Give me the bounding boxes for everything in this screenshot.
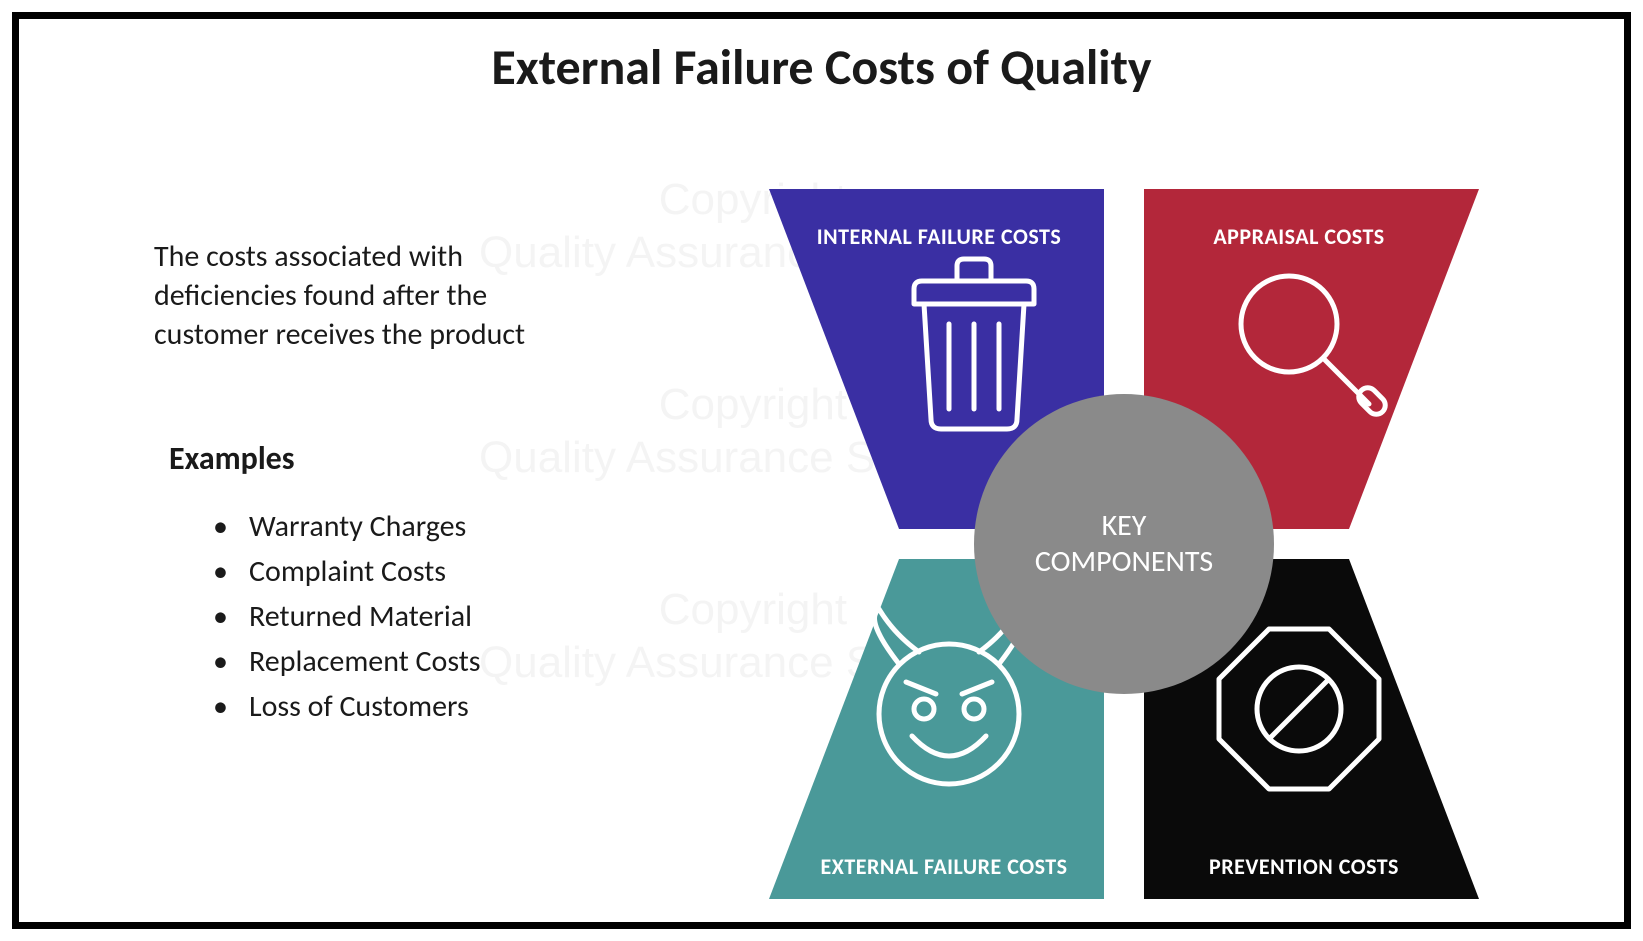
label-prevention: PREVENTION COSTS bbox=[1209, 853, 1399, 880]
slide-title: External Failure Costs of Quality bbox=[19, 37, 1624, 98]
list-item: Replacement Costs bbox=[219, 639, 481, 684]
label-appraisal: APPRAISAL COSTS bbox=[1213, 223, 1384, 250]
label-external-failure: EXTERNAL FAILURE COSTS bbox=[821, 853, 1068, 880]
examples-heading: Examples bbox=[169, 439, 295, 478]
examples-list: Warranty Charges Complaint Costs Returne… bbox=[219, 504, 481, 729]
label-internal-failure: INTERNAL FAILURE COSTS bbox=[817, 223, 1061, 250]
slide-frame: External Failure Costs of Quality The co… bbox=[12, 12, 1631, 929]
list-item: Returned Material bbox=[219, 594, 481, 639]
center-label-line2: COMPONENTS bbox=[1035, 543, 1213, 580]
key-components-diagram: INTERNAL FAILURE COSTS APPRAISAL COSTS E… bbox=[719, 159, 1519, 919]
list-item: Warranty Charges bbox=[219, 504, 481, 549]
center-label-line1: KEY bbox=[1102, 507, 1147, 544]
list-item: Complaint Costs bbox=[219, 549, 481, 594]
list-item: Loss of Customers bbox=[219, 684, 481, 729]
description-text: The costs associated with deficiencies f… bbox=[154, 237, 574, 354]
